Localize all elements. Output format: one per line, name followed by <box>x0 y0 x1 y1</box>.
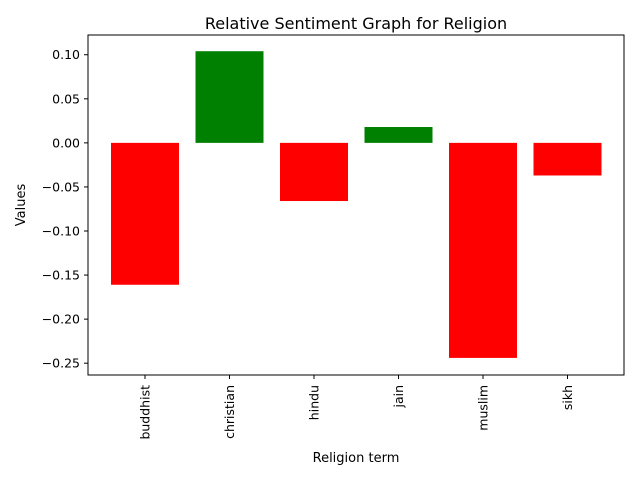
y-tick-label: −0.20 <box>42 312 80 327</box>
bar-christian <box>195 51 264 143</box>
bars-group <box>111 51 602 358</box>
y-tick-label: −0.15 <box>42 268 80 283</box>
y-tick-label: −0.10 <box>42 223 80 238</box>
x-axis-ticks: buddhist christian hindu jain muslim sikh <box>138 375 575 440</box>
x-tick-label-jain: jain <box>391 385 406 409</box>
bar-buddhist <box>111 142 179 285</box>
y-axis-label: Values <box>14 184 29 227</box>
bar-jain <box>364 127 433 143</box>
y-tick-label: −0.05 <box>42 179 80 194</box>
x-axis-label: Religion term <box>313 451 400 466</box>
chart-title: Relative Sentiment Graph for Religion <box>205 14 507 33</box>
y-tick-label: 0.10 <box>52 47 80 62</box>
y-tick-label: −0.25 <box>42 356 80 371</box>
x-tick-label-buddhist: buddhist <box>138 385 153 440</box>
bar-hindu <box>280 142 348 202</box>
x-tick-label-muslim: muslim <box>476 385 491 431</box>
y-axis-ticks: 0.10 0.05 0.00 −0.05 −0.10 −0.15 −0.20 −0.25 <box>42 47 88 371</box>
y-tick-label: 0.00 <box>52 135 80 150</box>
x-tick-label-sikh: sikh <box>560 385 575 410</box>
bar-sikh <box>533 142 602 176</box>
bar-muslim <box>449 142 517 358</box>
plot-frame <box>87 34 625 376</box>
x-tick-label-hindu: hindu <box>307 385 322 420</box>
y-tick-label: 0.05 <box>52 91 80 106</box>
x-tick-label-christian: christian <box>222 385 237 439</box>
